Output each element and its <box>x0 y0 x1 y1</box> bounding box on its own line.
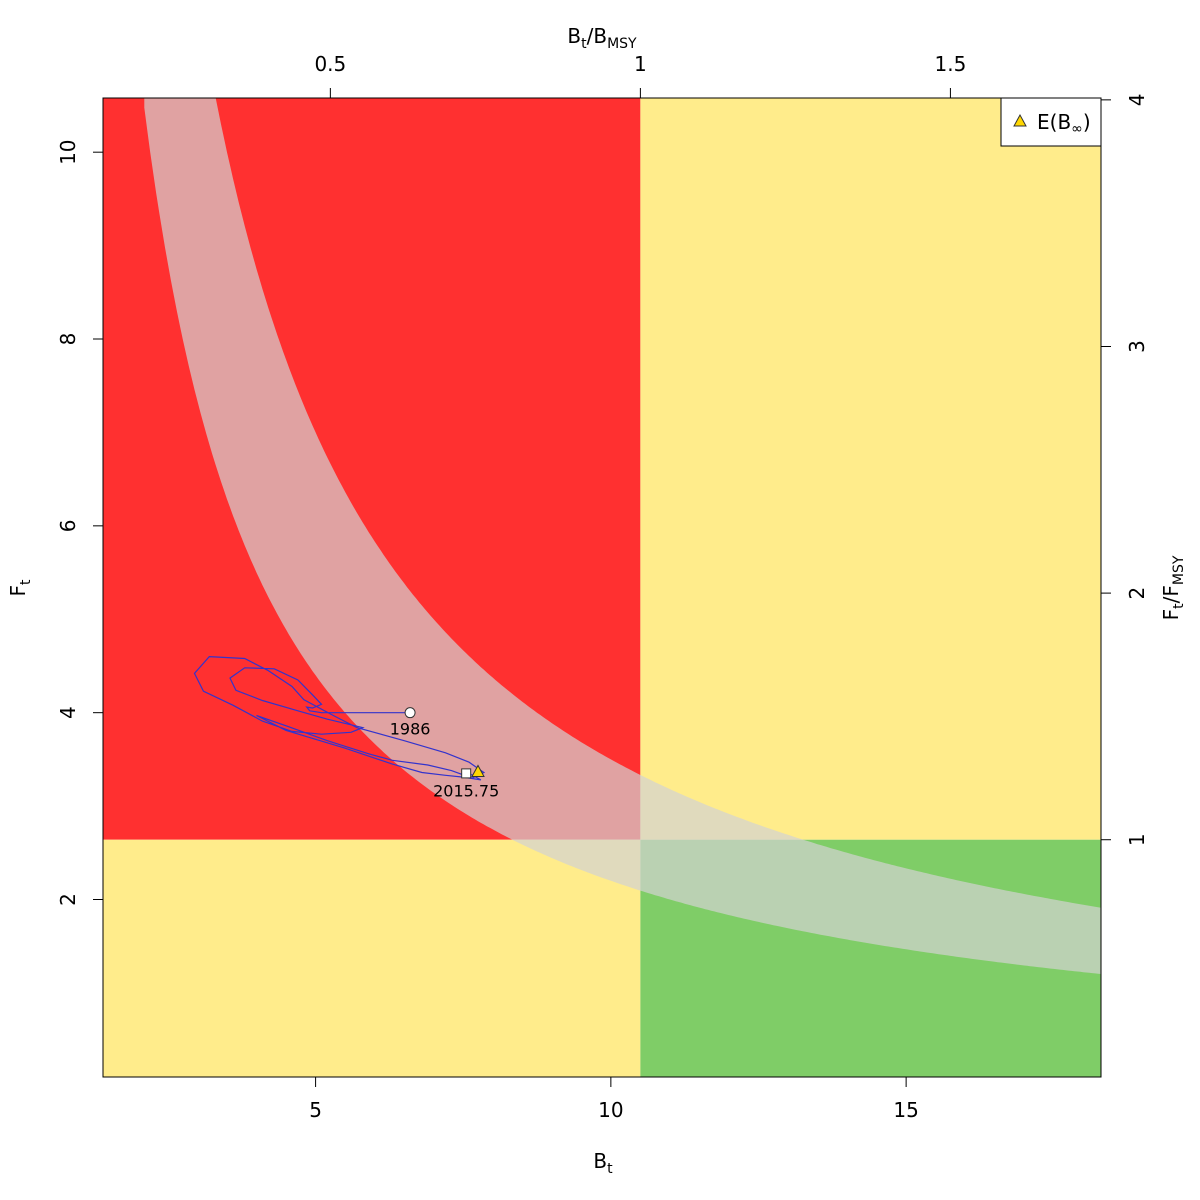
x-tick-label: 10 <box>598 1098 623 1122</box>
top-tick-label: 0.5 <box>314 52 346 76</box>
y-axis-label-left: Ft <box>6 579 34 597</box>
legend-triangle-icon <box>1013 113 1027 127</box>
top-tick-label: 1.5 <box>935 52 967 76</box>
trajectory-line <box>193 655 486 781</box>
plot-frame <box>102 97 1102 1078</box>
x-axis-top: 0.5 1 1.5 <box>314 52 966 98</box>
y-axis-right: 1 2 3 4 <box>1101 94 1149 846</box>
legend-label: E(B∞) <box>1037 110 1091 137</box>
y-tick-label: 2 <box>56 893 80 906</box>
expected-biomass-marker <box>471 764 485 777</box>
right-tick-label: 3 <box>1125 340 1149 353</box>
y-tick-label: 4 <box>56 706 80 719</box>
x-tick-label: 5 <box>309 1098 322 1122</box>
y-tick-label: 10 <box>56 139 80 164</box>
right-tick-label: 2 <box>1125 587 1149 600</box>
x-axis-label-top: Bt/BMSY <box>567 24 637 52</box>
x-axis-bottom: 5 10 15 <box>309 1077 919 1122</box>
y-axis-left: 2 4 6 8 10 <box>56 139 103 906</box>
y-tick-label: 8 <box>56 333 80 346</box>
end-year-label: 2015.75 <box>433 781 499 800</box>
overfishing-zone <box>640 98 1101 840</box>
end-point-marker <box>461 768 472 779</box>
right-tick-label: 1 <box>1125 833 1149 846</box>
right-tick-label: 4 <box>1125 94 1149 107</box>
y-axis-label-right: Ft/FMSY <box>1159 555 1187 620</box>
start-year-label: 1986 <box>390 720 431 739</box>
start-point-marker <box>404 707 416 719</box>
x-tick-label: 15 <box>893 1098 918 1122</box>
legend: E(B∞) <box>1000 97 1102 147</box>
y-tick-label: 6 <box>56 519 80 532</box>
msy-confidence-band <box>144 98 1101 974</box>
x-axis-label-bottom: Bt <box>593 1149 613 1177</box>
overfished-zone <box>103 839 641 1077</box>
top-tick-label: 1 <box>634 52 647 76</box>
